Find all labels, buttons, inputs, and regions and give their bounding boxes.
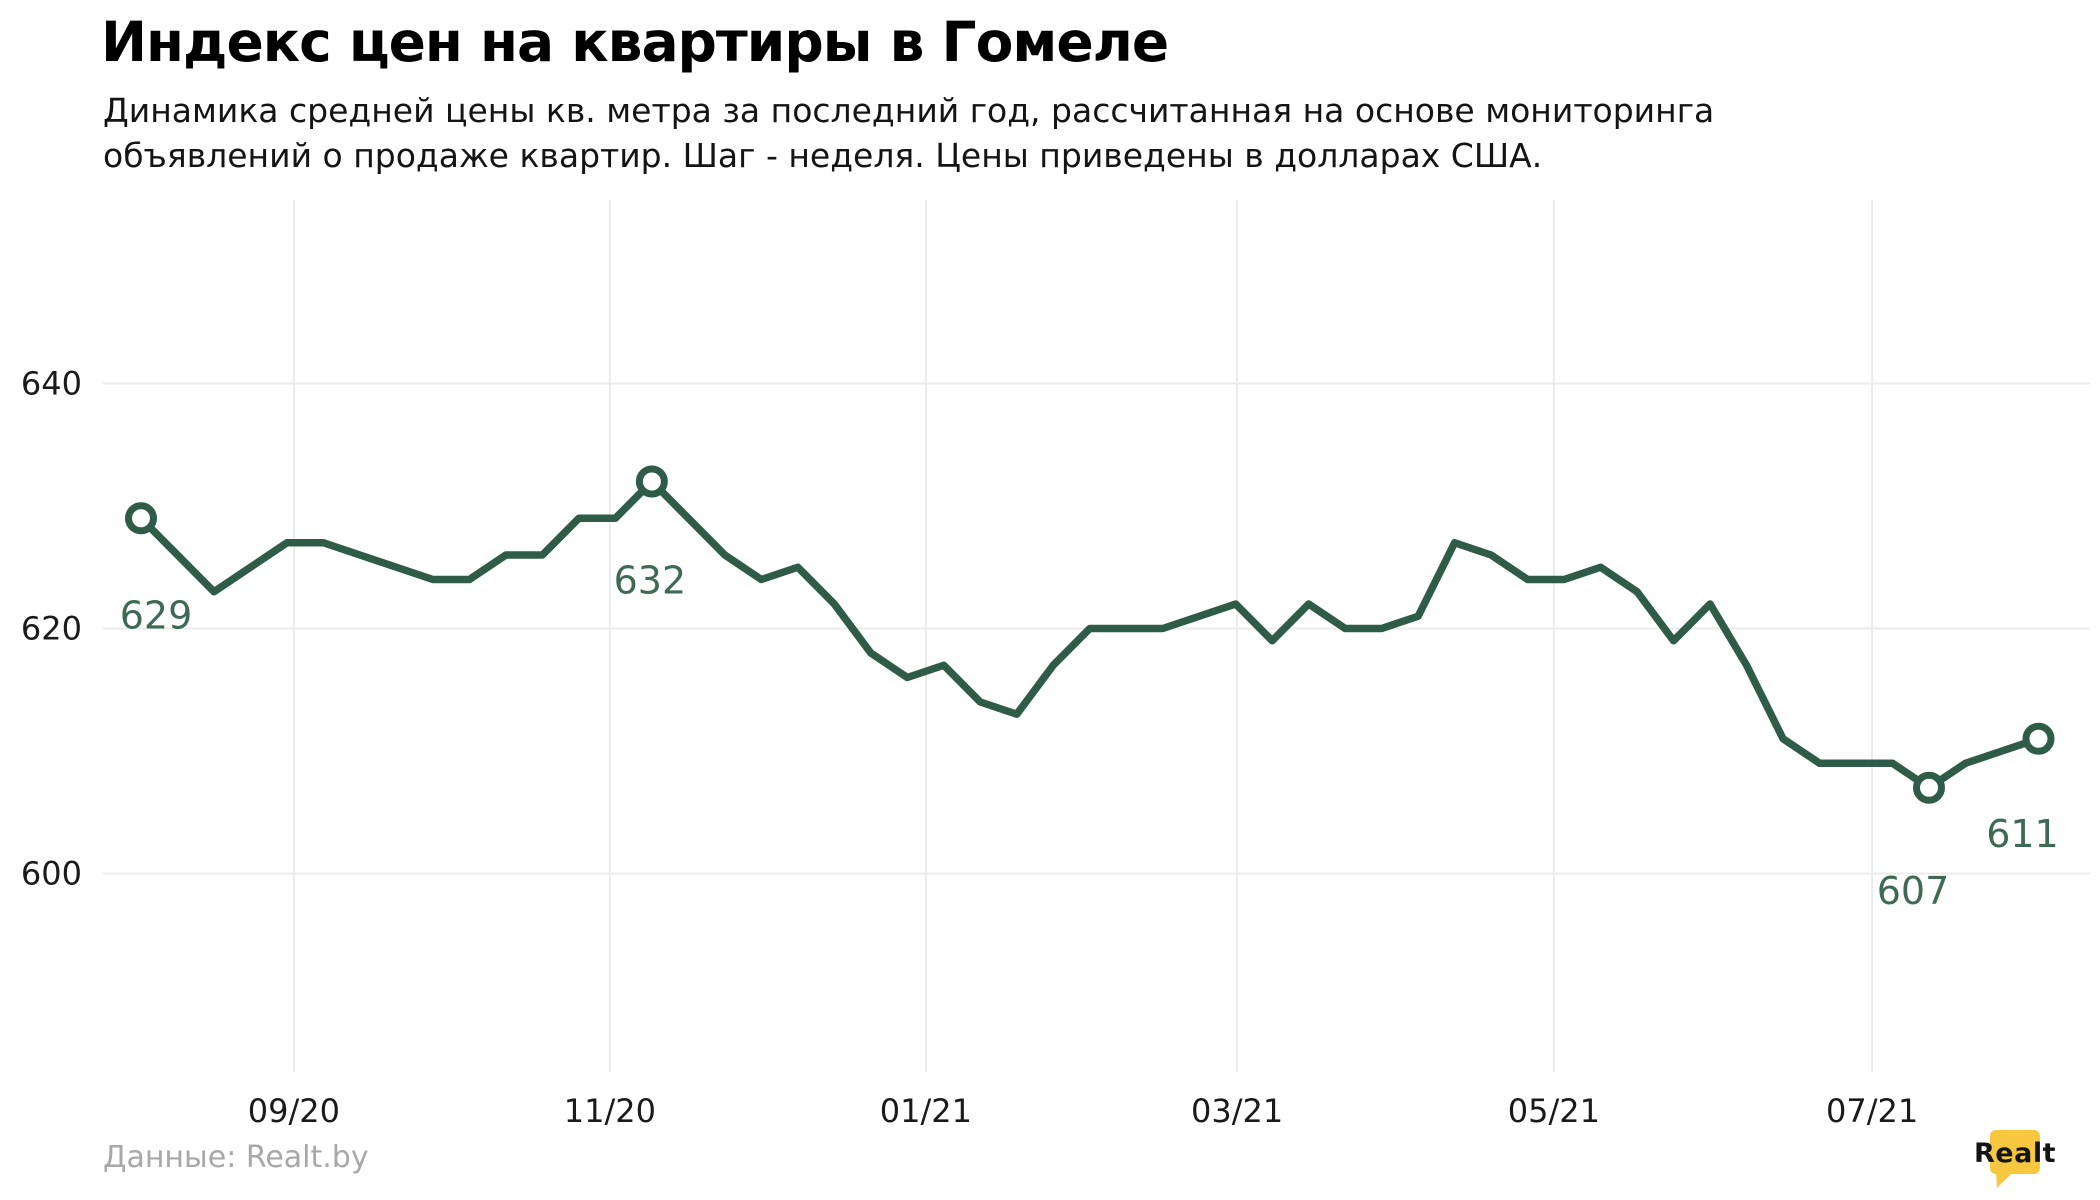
chart-subtitle: Динамика средней цены кв. метра за после… xyxy=(103,88,1714,178)
price-line xyxy=(137,477,2043,792)
data-source: Данные: Realt.by xyxy=(103,1140,369,1175)
x-tick-label: 05/21 xyxy=(1508,1092,1600,1130)
data-point-label: 607 xyxy=(1877,869,1950,913)
subtitle-line-1: Динамика средней цены кв. метра за после… xyxy=(103,91,1715,130)
page-title: Индекс цен на квартиры в Гомеле xyxy=(101,10,1169,74)
subtitle-line-2: объявлений о продаже квартир. Шаг - неде… xyxy=(103,136,1543,175)
data-point-label: 611 xyxy=(1986,812,2059,856)
logo-wordmark: Realt xyxy=(1974,1138,2056,1169)
x-tick-label: 09/20 xyxy=(248,1092,340,1130)
y-tick-label: 640 xyxy=(21,365,82,403)
x-tick-label: 01/21 xyxy=(880,1092,972,1130)
x-tick-label: 11/20 xyxy=(564,1092,656,1130)
x-tick-label: 07/21 xyxy=(1826,1092,1918,1130)
y-tick-label: 620 xyxy=(21,610,82,648)
data-point-label: 629 xyxy=(120,593,193,637)
y-tick-label: 600 xyxy=(21,855,82,893)
x-tick-label: 03/21 xyxy=(1191,1092,1283,1130)
realt-logo: Realt xyxy=(1974,1130,2056,1188)
logo-bubble-tail xyxy=(1996,1172,2013,1188)
data-point-marker xyxy=(2022,722,2055,755)
data-point-marker xyxy=(635,465,668,498)
data-point-label: 632 xyxy=(614,559,687,603)
logo-bubble xyxy=(1990,1130,2040,1174)
data-point-marker xyxy=(125,502,157,535)
data-point-marker xyxy=(1913,771,1946,804)
